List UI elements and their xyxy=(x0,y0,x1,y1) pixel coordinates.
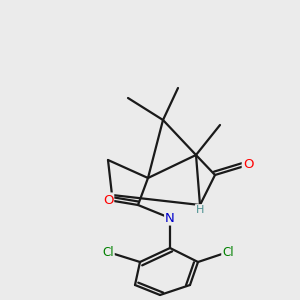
Text: N: N xyxy=(165,212,175,224)
Text: Cl: Cl xyxy=(102,245,114,259)
Text: O: O xyxy=(243,158,253,172)
Text: O: O xyxy=(103,194,113,206)
Text: H: H xyxy=(196,205,204,215)
Text: Cl: Cl xyxy=(222,245,234,259)
